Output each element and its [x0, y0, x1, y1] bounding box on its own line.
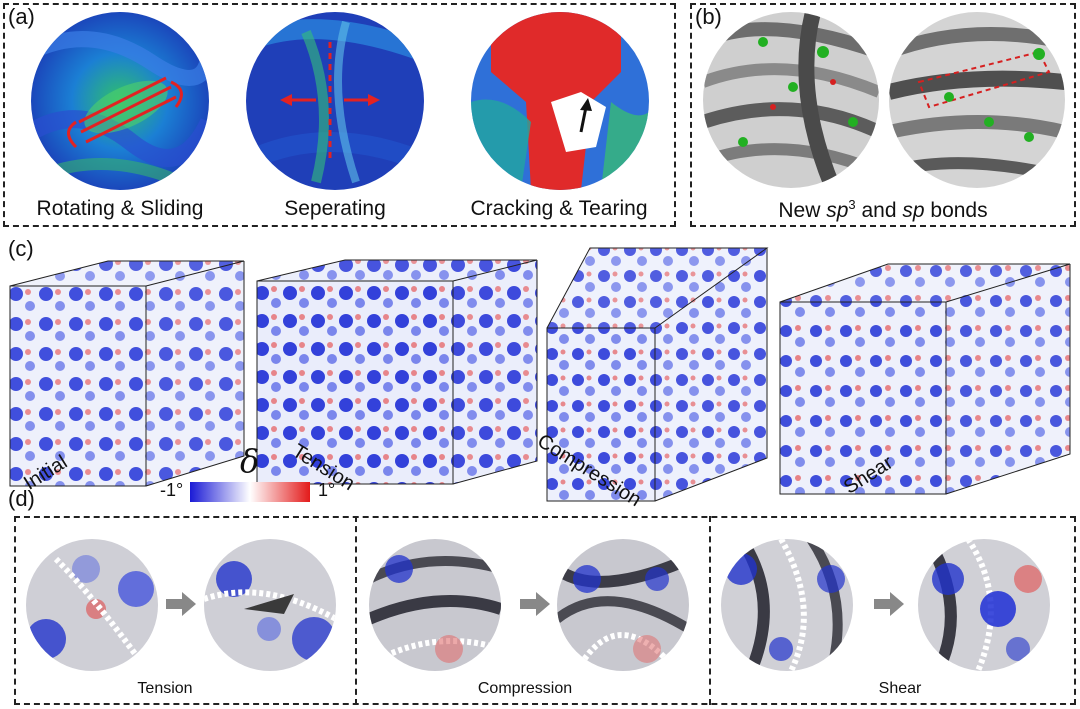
caption-sp: sp: [902, 199, 925, 222]
caption-seperating: Seperating: [284, 197, 386, 220]
sp3-bonds-image-left: [703, 12, 879, 188]
caption-suffix: bonds: [924, 199, 988, 222]
caption-sup: 3: [848, 197, 856, 212]
tension-after-image: [204, 539, 336, 671]
arrow-tension: [166, 592, 196, 616]
tension-before-image: [26, 539, 158, 671]
panel-c-label: (c): [8, 236, 34, 261]
cube-compression: [545, 243, 770, 503]
panel-a-label: (a): [8, 4, 35, 29]
colorbar-gradient: [190, 482, 310, 502]
caption-and: and: [855, 199, 903, 222]
panel-d-divider-2: [709, 516, 711, 705]
panel-b-box: [690, 3, 1076, 227]
compression-after-image: [557, 539, 689, 671]
caption-sp3: sp: [826, 199, 849, 222]
cracking-tearing-image: [471, 12, 649, 190]
colorbar-min-label: -1°: [160, 480, 184, 500]
caption-prefix: New: [778, 199, 827, 222]
arrow-compression: [520, 592, 550, 616]
caption-d-tension: Tension: [137, 680, 193, 697]
caption-cracking-tearing: Cracking & Tearing: [470, 197, 648, 220]
compression-before-image: [369, 539, 501, 671]
caption-d-compression: Compression: [477, 680, 573, 697]
cube-tension: [255, 256, 540, 496]
caption-new-bonds: New sp3 and sp bonds: [692, 197, 1074, 223]
sp3-bonds-image-right: [889, 12, 1065, 188]
panel-d-label: (d): [8, 486, 35, 511]
caption-d-shear: Shear: [878, 680, 922, 697]
seperating-image: [246, 12, 424, 190]
panel-b-label: (b): [695, 4, 722, 29]
colorbar-max-label: 1°: [318, 480, 336, 500]
shear-before-image: [721, 539, 853, 671]
rotating-sliding-image: [31, 12, 209, 190]
cube-initial: [8, 256, 248, 496]
panel-a-box: [3, 3, 676, 227]
cube-shear: [778, 262, 1076, 497]
panel-d-box: [14, 516, 1076, 705]
shear-after-image: [918, 539, 1050, 671]
caption-rotating-sliding: Rotating & Sliding: [36, 197, 204, 220]
panel-d-divider-1: [355, 516, 357, 705]
arrow-shear: [874, 592, 904, 616]
colorbar-symbol: δ: [240, 442, 260, 480]
